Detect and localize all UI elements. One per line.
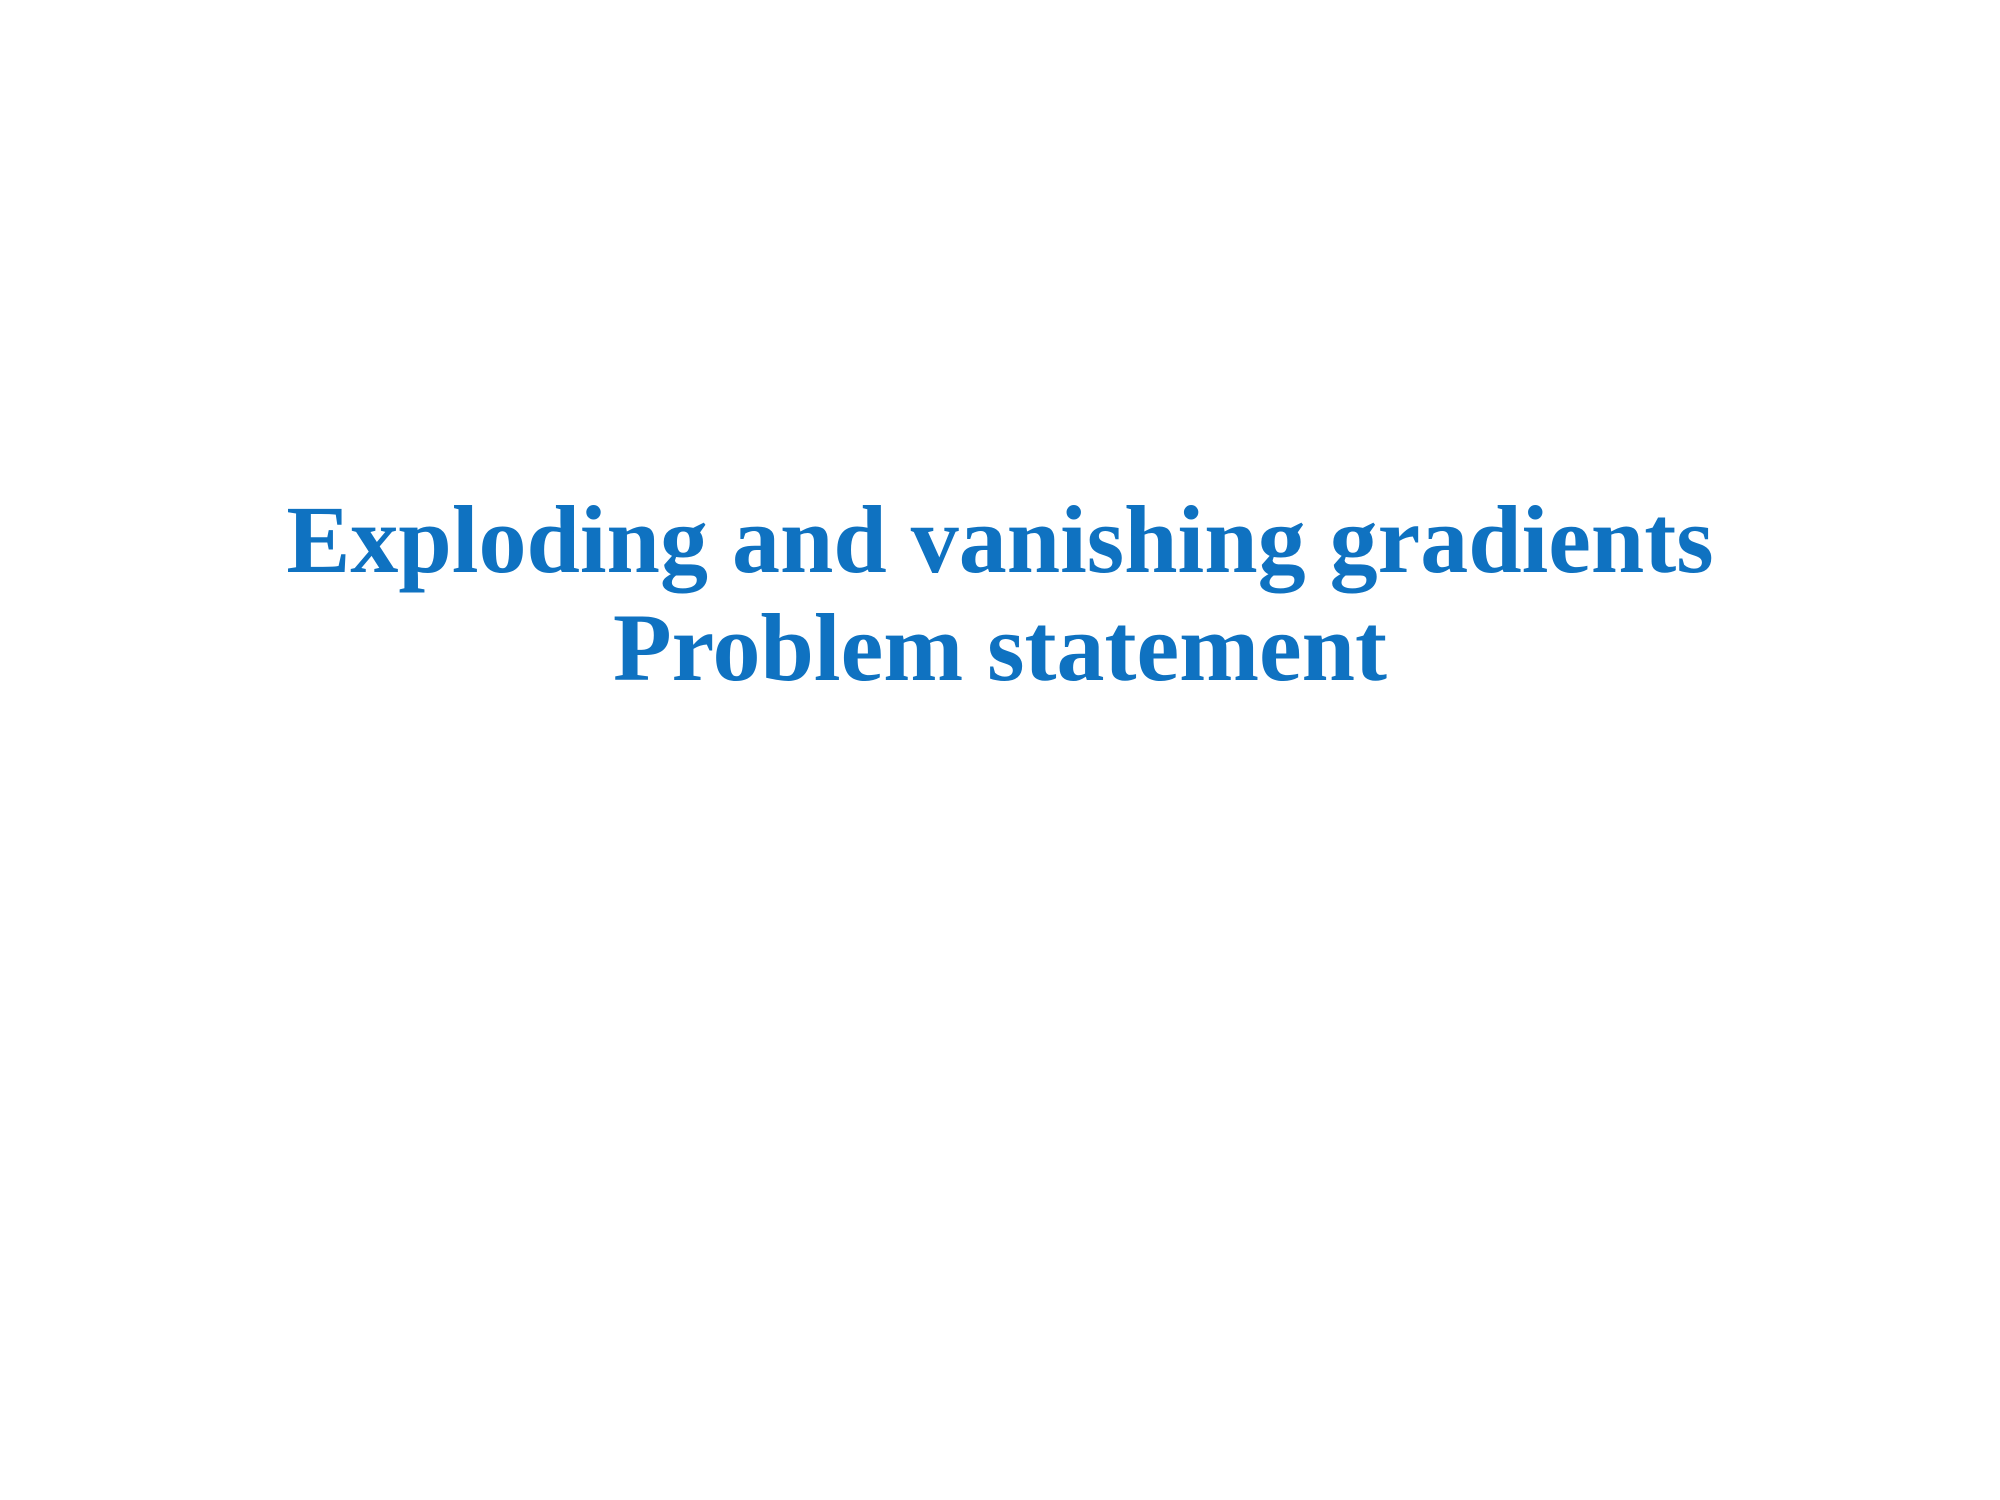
- slide-title-line-1: Exploding and vanishing gradients: [286, 486, 1714, 593]
- slide-title: Exploding and vanishing gradients Proble…: [0, 486, 2000, 702]
- slide-title-line-2: Problem statement: [613, 594, 1387, 701]
